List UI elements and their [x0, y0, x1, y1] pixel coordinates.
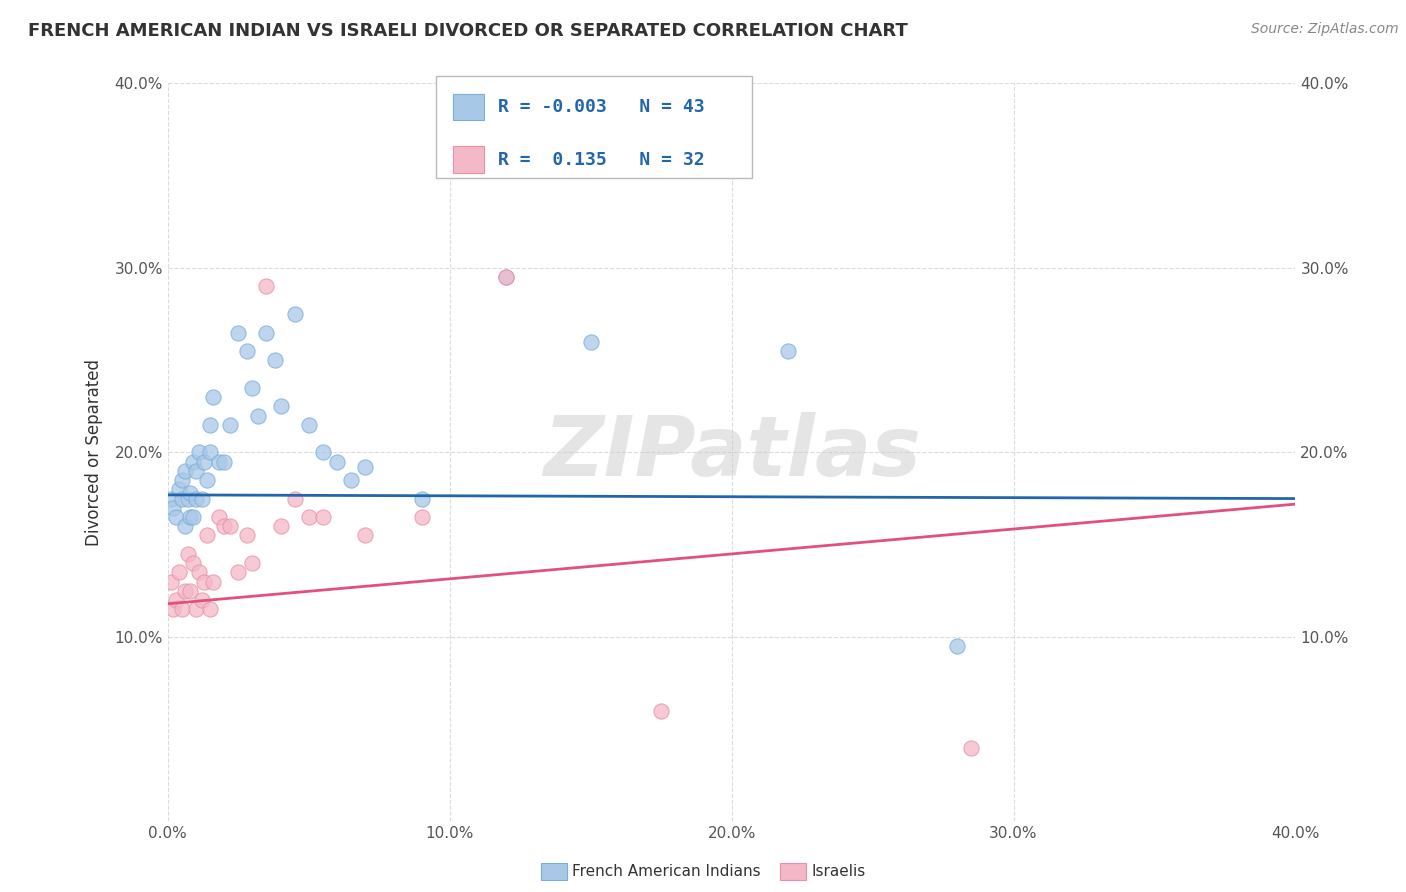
Point — [207, 510, 229, 524]
Point — [170, 491, 193, 506]
Point — [167, 566, 190, 580]
Point — [159, 574, 181, 589]
Point — [170, 602, 193, 616]
Text: R =  0.135   N = 32: R = 0.135 N = 32 — [498, 151, 704, 169]
Point — [240, 381, 263, 395]
Text: ZIPatlas: ZIPatlas — [543, 412, 921, 493]
Point — [354, 528, 377, 542]
Point — [240, 556, 263, 570]
Point — [312, 510, 335, 524]
Point — [201, 574, 224, 589]
Point — [181, 510, 204, 524]
Point — [190, 593, 212, 607]
Point — [167, 483, 190, 497]
Point — [256, 326, 278, 340]
Point — [284, 307, 307, 321]
Point — [201, 390, 224, 404]
Point — [226, 566, 249, 580]
Point — [579, 334, 602, 349]
Point — [184, 464, 207, 478]
Point — [173, 464, 195, 478]
Point — [270, 400, 292, 414]
Point — [165, 593, 187, 607]
Point — [198, 417, 221, 432]
Point — [181, 556, 204, 570]
Point — [198, 445, 221, 459]
Point — [187, 445, 209, 459]
Point — [181, 455, 204, 469]
Point — [159, 491, 181, 506]
Point — [235, 343, 257, 358]
Point — [184, 602, 207, 616]
Point — [776, 343, 799, 358]
Point — [173, 583, 195, 598]
Point — [354, 460, 377, 475]
Point — [246, 409, 269, 423]
Point — [960, 740, 983, 755]
Point — [165, 510, 187, 524]
Point — [179, 510, 201, 524]
Point — [218, 417, 240, 432]
Point — [162, 602, 184, 616]
Point — [207, 455, 229, 469]
Point — [495, 270, 517, 285]
Point — [411, 510, 433, 524]
Point — [226, 326, 249, 340]
Point — [235, 528, 257, 542]
Point — [184, 491, 207, 506]
Point — [212, 455, 235, 469]
Point — [411, 491, 433, 506]
Point — [170, 473, 193, 487]
Point — [195, 473, 218, 487]
Text: Source: ZipAtlas.com: Source: ZipAtlas.com — [1251, 22, 1399, 37]
Point — [179, 583, 201, 598]
Point — [312, 445, 335, 459]
Point — [256, 279, 278, 293]
Point — [179, 486, 201, 500]
Point — [284, 491, 307, 506]
Point — [218, 519, 240, 533]
Point — [190, 491, 212, 506]
Text: Israelis: Israelis — [811, 864, 866, 879]
Text: FRENCH AMERICAN INDIAN VS ISRAELI DIVORCED OR SEPARATED CORRELATION CHART: FRENCH AMERICAN INDIAN VS ISRAELI DIVORC… — [28, 22, 908, 40]
Point — [193, 574, 215, 589]
Point — [270, 519, 292, 533]
Point — [946, 639, 969, 653]
Point — [173, 519, 195, 533]
Point — [264, 353, 287, 368]
Point — [195, 528, 218, 542]
Point — [650, 704, 672, 718]
Point — [162, 500, 184, 515]
Point — [495, 270, 517, 285]
Point — [340, 473, 363, 487]
Point — [187, 566, 209, 580]
Text: R = -0.003   N = 43: R = -0.003 N = 43 — [498, 98, 704, 116]
Point — [298, 417, 321, 432]
Point — [176, 491, 198, 506]
Point — [298, 510, 321, 524]
Point — [193, 455, 215, 469]
Point — [326, 455, 349, 469]
Point — [198, 602, 221, 616]
Point — [212, 519, 235, 533]
Text: French American Indians: French American Indians — [572, 864, 761, 879]
Y-axis label: Divorced or Separated: Divorced or Separated — [86, 359, 103, 546]
Point — [176, 547, 198, 561]
